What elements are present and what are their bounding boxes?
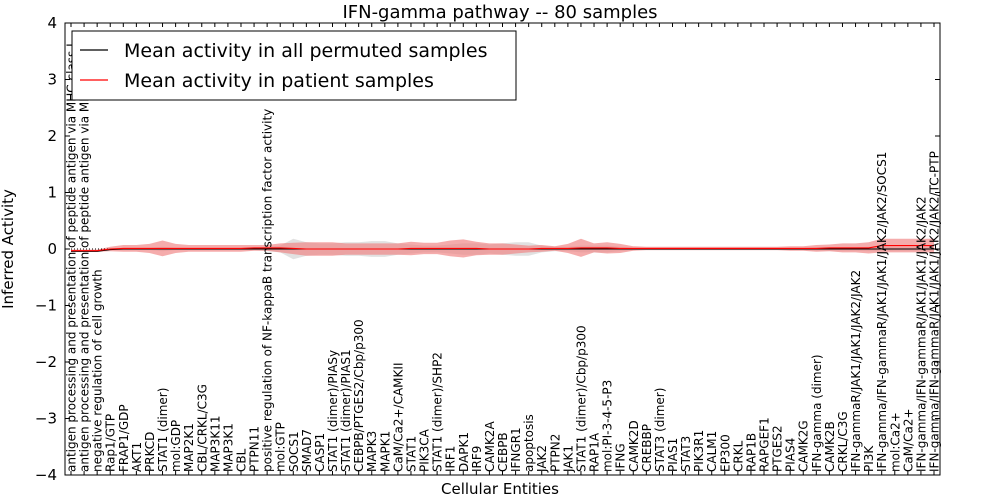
x-tick-label: antigen processing and presentation of p… [65,43,79,472]
x-tick-label: CAMK2A [483,421,497,472]
x-tick-label: CAMK2B [823,421,837,472]
x-tick-label: IRF1 [444,446,458,472]
x-tick-labels: antigen processing and presentation of p… [65,23,942,475]
x-tick-label: PIAS1 [666,438,680,472]
y-tick-label: 0 [47,240,57,258]
x-tick-label: MAP3K11 [208,415,222,472]
chart-title: IFN-gamma pathway -- 80 samples [342,2,657,23]
legend-box [71,30,517,101]
x-tick-label: CEBPB [496,432,510,472]
x-axis-label: Cellular Entities [441,480,559,498]
x-tick-label: CaM/Ca2+/CAMKII [391,363,405,472]
x-tick-label: PIK3R1 [692,430,706,472]
x-tick-label: DAPK1 [457,432,471,472]
y-tick-label: 1 [47,184,57,202]
series-line-patient [71,245,934,252]
x-tick-label: Rap1/GTP [104,414,118,472]
x-tick-label: PTPN11 [248,426,262,472]
x-tick-label: CRKL [731,440,745,472]
x-tick-label: RAP1A [588,432,602,472]
x-tick-label: CEBPB/PTGES2/Cbp/p300 [352,319,366,472]
x-tick-label: CASP1 [313,433,327,472]
x-tick-label: IFN-gammaR/JAK1/JAK1/JAK2/JAK2 [849,270,863,472]
x-tick-label: IFN-gamma/IFN-gammaR/JAK1/JAK1/JAK2/JAK2… [928,151,942,472]
y-tick-label: 3 [47,71,57,89]
x-tick-label: mol:GDP [169,420,183,472]
x-tick-label: PTPN2 [548,434,562,472]
x-tick-label: mol:PI-3-4-5-P3 [601,380,615,472]
y-tick-label: −4 [35,466,57,484]
x-tick-label: IFN-gamma (dimer) [810,354,824,472]
y-axis-label: Inferred Activity [0,189,17,309]
y-tick-label: −2 [35,353,57,371]
y-axis-ticks: 4 3 2 1 0 −1 −2 −3 −4 [35,14,940,484]
x-tick-label: IFN-gamma/IFN-gammaR/JAK1/JAK1/JAK2/JAK2… [875,152,889,472]
x-tick-label: AKT1 [130,442,144,472]
x-tick-label: JAK2 [535,445,549,473]
x-tick-label: PIK3CA [418,428,432,472]
x-tick-label: PTGES2 [771,425,785,472]
x-tick-label: STAT1 (dimer)/PIAS1 [339,349,353,472]
x-tick-label: MAPK1 [378,431,392,472]
x-tick-label: SMAD7 [300,429,314,472]
x-tick-label: CAMK2G [797,420,811,472]
x-tick-label: STAT3 [679,436,693,472]
x-tick-label: IFNGR1 [509,427,523,472]
x-tick-label: MAP3K1 [221,423,235,472]
x-tick-label: CAMK2D [627,420,641,472]
x-tick-label: mol:Ca2+ [888,412,902,472]
y-tick-label: 4 [47,14,57,32]
x-tick-label: SOCS1 [287,431,301,472]
x-tick-label: CBL [234,448,248,472]
legend: Mean activity in all permuted samples Me… [71,30,517,101]
x-tick-label: positive regulation of NF-kappaB transcr… [261,109,275,472]
legend-label-permuted: Mean activity in all permuted samples [124,40,487,62]
x-tick-label: apoptosis [522,414,536,472]
x-tick-label: MAPK3 [365,431,379,472]
x-tick-label: CRKL/C3G [836,411,850,472]
x-tick-label: STAT3 (dimer) [653,388,667,472]
x-tick-label: negative regulation of cell growth [91,269,105,472]
x-tick-label: IRF9 [470,446,484,472]
x-tick-label: EP300 [718,434,732,472]
x-tick-label: STAT1 (dimer)/PIASy [326,350,340,472]
x-tick-label: STAT1 (dimer)/Cbp/p300 [574,325,588,472]
x-tick-label: CREBBP [640,424,654,472]
x-tick-label: PI3K [862,445,876,472]
legend-label-patient: Mean activity in patient samples [124,70,434,92]
x-tick-label: mol:GTP [274,422,288,472]
x-tick-label: CALM1 [705,431,719,472]
x-tick-label: FRAP1/GDP [117,404,131,472]
y-tick-label: −1 [35,297,57,315]
x-tick-label: RAP1B [744,433,758,472]
series-lines [71,245,934,252]
x-tick-label: IFNG [614,443,628,472]
x-tick-label: CaM/Ca2+ [901,408,915,472]
x-tick-label: PIAS4 [784,438,798,472]
x-tick-label: STAT1 [404,436,418,472]
y-tick-label: −3 [35,410,57,428]
x-tick-label: STAT1 (dimer) [156,388,170,472]
x-tick-label: IFN-gamma/IFN-gammaR/JAK1/JAK1/JAK2/JAK2 [914,196,928,472]
x-tick-label: JAK1 [561,445,575,473]
x-tick-label: antigen processing and presentation of p… [78,40,92,472]
x-tick-label: CBL/CRKL/C3G [195,384,209,472]
x-tick-label: RAPGEF1 [758,417,772,472]
x-tick-label: MAP2K1 [182,423,196,472]
y-tick-label: 2 [47,127,57,145]
x-tick-label: STAT1 (dimer)/SHP2 [431,352,445,472]
band-patient [71,238,934,258]
x-tick-label: PRKCD [143,432,157,472]
